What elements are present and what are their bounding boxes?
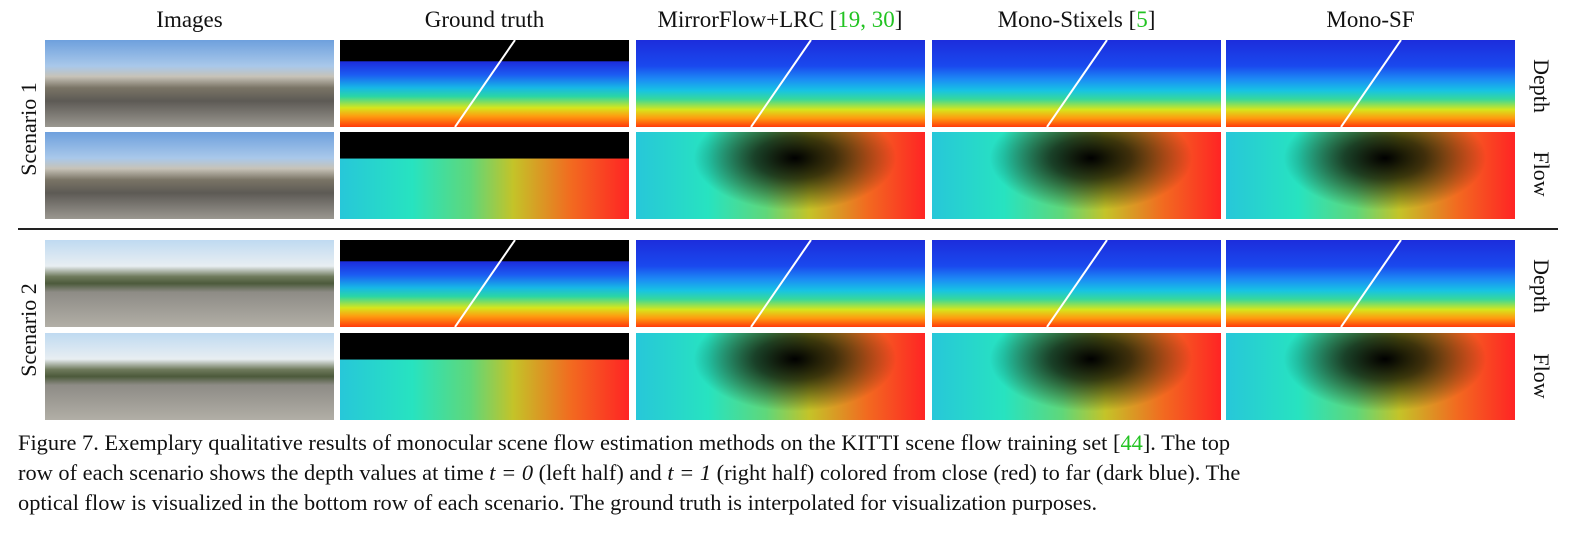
- scenario-2-label: Scenario 2: [16, 283, 41, 377]
- caption-text: (right half) colored from close (red) to…: [711, 460, 1241, 485]
- column-header-text: Images: [156, 7, 223, 32]
- figure-caption: Figure 7. Exemplary qualitative results …: [18, 428, 1570, 518]
- depth-mono-stixels-2: [932, 240, 1221, 327]
- depth-mono-sf-2: [1226, 240, 1515, 327]
- citation-link[interactable]: 19, 30: [837, 7, 895, 32]
- column-header-text: MirrorFlow+LRC [: [657, 7, 838, 32]
- column-header-text: Mono-Stixels [: [997, 7, 1137, 32]
- flow-ground-truth-2: [340, 333, 629, 420]
- flow-mirrorflow-1: [636, 132, 925, 219]
- image-scenario-1-t0: [45, 40, 334, 127]
- caption-text: (left half) and: [533, 460, 668, 485]
- depth-mirrorflow-2: [636, 240, 925, 327]
- scenario-divider: [18, 228, 1558, 230]
- math-t1: t = 1: [667, 460, 712, 485]
- depth-ground-truth-1: [340, 40, 629, 127]
- caption-line-2: row of each scenario shows the depth val…: [18, 458, 1570, 488]
- caption-text: row of each scenario shows the depth val…: [18, 460, 490, 485]
- column-header-mono-stixels: Mono-Stixels [5]: [932, 4, 1221, 36]
- row-label-flow-2: Flow: [1529, 353, 1554, 399]
- image-scenario-2-t1: [45, 333, 334, 420]
- bracket-close: ]: [894, 7, 903, 32]
- flow-mirrorflow-2: [636, 333, 925, 420]
- column-header-images: Images: [45, 4, 334, 36]
- depth-mirrorflow-1: [636, 40, 925, 127]
- column-header-text: Mono-SF: [1326, 7, 1415, 32]
- scenario-1-label: Scenario 1: [16, 82, 41, 176]
- flow-mono-sf-1: [1226, 132, 1515, 219]
- depth-ground-truth-2: [340, 240, 629, 327]
- depth-mono-stixels-1: [932, 40, 1221, 127]
- bracket-close: ]: [1147, 7, 1156, 32]
- row-label-depth-2: Depth: [1529, 259, 1554, 313]
- caption-text: ]. The top: [1142, 430, 1231, 455]
- caption-line-1: Figure 7. Exemplary qualitative results …: [18, 428, 1570, 458]
- column-header-ground-truth: Ground truth: [340, 4, 629, 36]
- row-label-depth-1: Depth: [1529, 59, 1554, 113]
- flow-mono-stixels-1: [932, 132, 1221, 219]
- image-scenario-2-t0: [45, 240, 334, 327]
- citation-link[interactable]: 5: [1136, 7, 1148, 32]
- column-header-mono-sf: Mono-SF: [1226, 4, 1515, 36]
- row-label-flow-1: Flow: [1529, 151, 1554, 197]
- math-t0: t = 0: [489, 460, 534, 485]
- caption-text: Figure 7. Exemplary qualitative results …: [18, 430, 1121, 455]
- citation-link[interactable]: 44: [1120, 430, 1143, 455]
- flow-mono-stixels-2: [932, 333, 1221, 420]
- flow-mono-sf-2: [1226, 333, 1515, 420]
- depth-mono-sf-1: [1226, 40, 1515, 127]
- flow-ground-truth-1: [340, 132, 629, 219]
- image-scenario-1-t1: [45, 132, 334, 219]
- caption-line-3: optical flow is visualized in the bottom…: [18, 490, 1098, 515]
- column-header-mirrorflow: MirrorFlow+LRC [19, 30]: [630, 4, 930, 36]
- column-header-text: Ground truth: [424, 7, 545, 32]
